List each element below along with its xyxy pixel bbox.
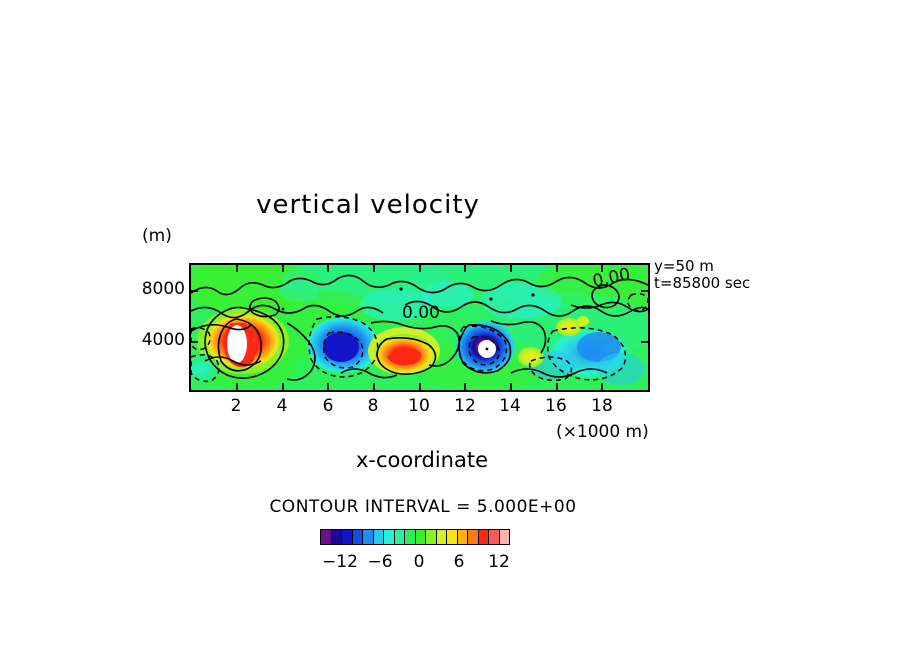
colorbar-tick--6: −6 (367, 552, 393, 572)
colorbar-swatch-7 (394, 530, 405, 544)
colorbar (320, 529, 510, 545)
x-tick-label-14: 14 (499, 396, 521, 416)
colorbar-tick-0: 0 (413, 552, 425, 572)
page-title: vertical velocity (0, 190, 904, 220)
x-tick-label-2: 2 (230, 396, 242, 416)
colorbar-swatch-15 (478, 530, 489, 544)
x-tick-label-10: 10 (408, 396, 430, 416)
x-tick-label-18: 18 (591, 396, 613, 416)
colorbar-swatch-10 (426, 530, 437, 544)
annotation-time: t=85800 sec (654, 274, 751, 292)
colorbar-tick--12: −12 (322, 552, 358, 572)
contour-field: 0.00 0.00 (189, 263, 650, 392)
colorbar-swatch-1 (331, 530, 342, 544)
colorbar-swatch-8 (405, 530, 416, 544)
x-tick-label-4: 4 (276, 396, 288, 416)
colorbar-swatch-2 (342, 530, 353, 544)
colorbar-swatch-11 (436, 530, 447, 544)
x-tick-label-6: 6 (322, 396, 334, 416)
contour-field-svg: 0.00 0.00 (191, 265, 648, 390)
annotation-y-level: y=50 m (654, 257, 714, 275)
y-tick-label-8000: 8000 (141, 279, 185, 299)
colorbar-swatch-9 (415, 530, 426, 544)
colorbar-swatch-16 (489, 530, 500, 544)
colorbar-swatch-6 (384, 530, 395, 544)
x-tick-label-8: 8 (367, 396, 379, 416)
plot-annotations: y=50 m t=85800 sec (654, 258, 750, 292)
colorbar-tick-6: 6 (453, 552, 465, 572)
x-axis-title-text: x-coordinate (355, 448, 488, 472)
colorbar-swatch-3 (352, 530, 363, 544)
x-axis-unit-label: (×1000 m) (556, 422, 649, 442)
x-tick-label-12: 12 (454, 396, 476, 416)
colorbar-swatch-17 (499, 530, 509, 544)
x-tick-label-16: 16 (545, 396, 567, 416)
y-tick-label-4000: 4000 (141, 330, 185, 350)
colorbar-swatch-13 (457, 530, 468, 544)
y-axis-unit-label: (m) (142, 226, 172, 246)
contour-interval-text: CONTOUR INTERVAL = 5.000E+00 (0, 497, 904, 517)
x-axis-title: x-coordinate (0, 448, 904, 472)
contour-interval-value: CONTOUR INTERVAL = 5.000E+00 (269, 497, 577, 517)
colorbar-swatch-4 (363, 530, 374, 544)
colorbar-swatch-0 (321, 530, 332, 544)
plot-title-text: vertical velocity (256, 190, 480, 220)
colorbar-swatch-5 (373, 530, 384, 544)
colorbar-swatch-12 (447, 530, 458, 544)
colorbar-swatch-14 (468, 530, 479, 544)
contour-label-mid: 0.00 (402, 303, 440, 323)
colorbar-tick-12: 12 (488, 552, 510, 572)
